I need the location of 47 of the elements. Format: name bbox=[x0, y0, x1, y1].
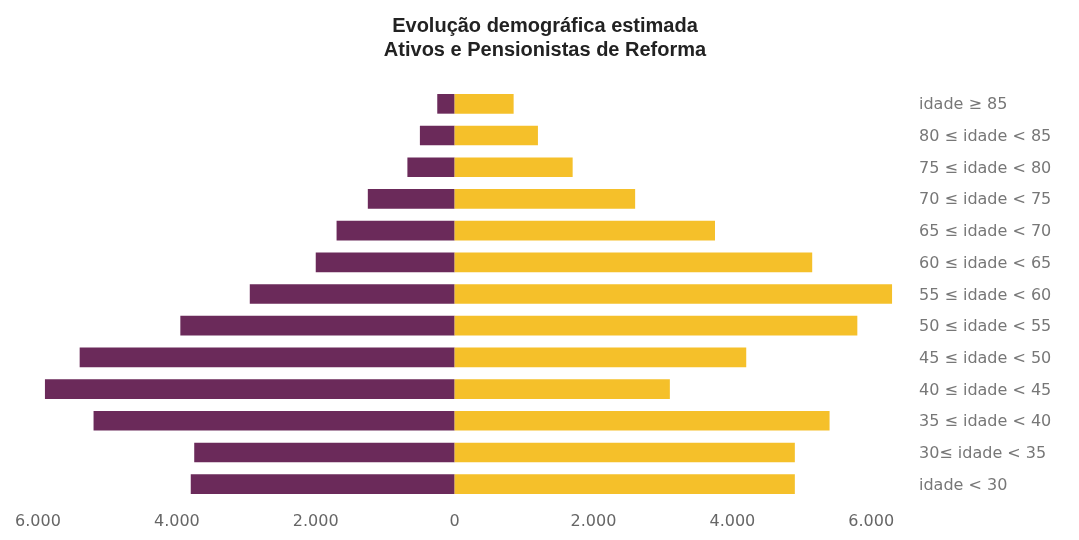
y-tick-label: 70 ≤ idade < 75 bbox=[919, 189, 1052, 209]
bar bbox=[454, 347, 747, 368]
bar bbox=[249, 284, 455, 304]
y-tick-label: 40 ≤ idade < 45 bbox=[919, 379, 1052, 399]
bar bbox=[194, 442, 455, 463]
bar bbox=[367, 189, 455, 209]
y-tick-label: 75 ≤ idade < 80 bbox=[919, 157, 1052, 177]
bar bbox=[454, 157, 573, 178]
bar bbox=[454, 315, 858, 336]
x-tick-label: 4.000 bbox=[153, 510, 200, 530]
y-tick-label: 35 ≤ idade < 40 bbox=[919, 411, 1052, 431]
bar bbox=[419, 125, 455, 146]
bar bbox=[454, 252, 813, 273]
x-tick-label: 2.000 bbox=[570, 510, 617, 530]
bar bbox=[93, 410, 455, 431]
bar bbox=[454, 442, 795, 463]
bar bbox=[454, 379, 670, 399]
bar bbox=[190, 474, 455, 494]
y-tick-label: 45 ≤ idade < 50 bbox=[919, 347, 1052, 367]
x-tick-label: 4.000 bbox=[709, 510, 756, 530]
x-tick-label: 6.000 bbox=[15, 510, 61, 530]
x-tick-label: 6.000 bbox=[848, 510, 895, 530]
y-tick-label: 50 ≤ idade < 55 bbox=[919, 316, 1052, 336]
bar bbox=[454, 474, 795, 494]
y-tick-label: 80 ≤ idade < 85 bbox=[919, 126, 1052, 146]
bar bbox=[44, 379, 455, 399]
bar bbox=[437, 94, 455, 114]
y-tick-label: 65 ≤ idade < 70 bbox=[919, 221, 1052, 241]
bar bbox=[454, 410, 830, 431]
x-tick-label: 2.000 bbox=[292, 510, 339, 530]
y-tick-label: 55 ≤ idade < 60 bbox=[919, 284, 1052, 304]
bar bbox=[454, 189, 636, 209]
bar bbox=[454, 220, 715, 241]
bar bbox=[79, 347, 455, 368]
y-tick-label: 60 ≤ idade < 65 bbox=[919, 252, 1052, 272]
bar bbox=[180, 315, 455, 336]
bar bbox=[407, 157, 455, 178]
y-tick-label: idade < 30 bbox=[919, 474, 1008, 494]
bar bbox=[454, 94, 514, 114]
y-tick-label: idade ≥ 85 bbox=[919, 94, 1008, 114]
bar bbox=[315, 252, 455, 273]
bar bbox=[454, 284, 893, 304]
y-tick-label: 30≤ idade < 35 bbox=[919, 442, 1047, 462]
bar bbox=[454, 125, 538, 146]
x-tick-label: 0 bbox=[449, 510, 460, 530]
chart-title: Evolução demográfica estimada Ativos e Pensionistas de Reforma bbox=[383, 14, 708, 60]
bar bbox=[336, 220, 455, 241]
